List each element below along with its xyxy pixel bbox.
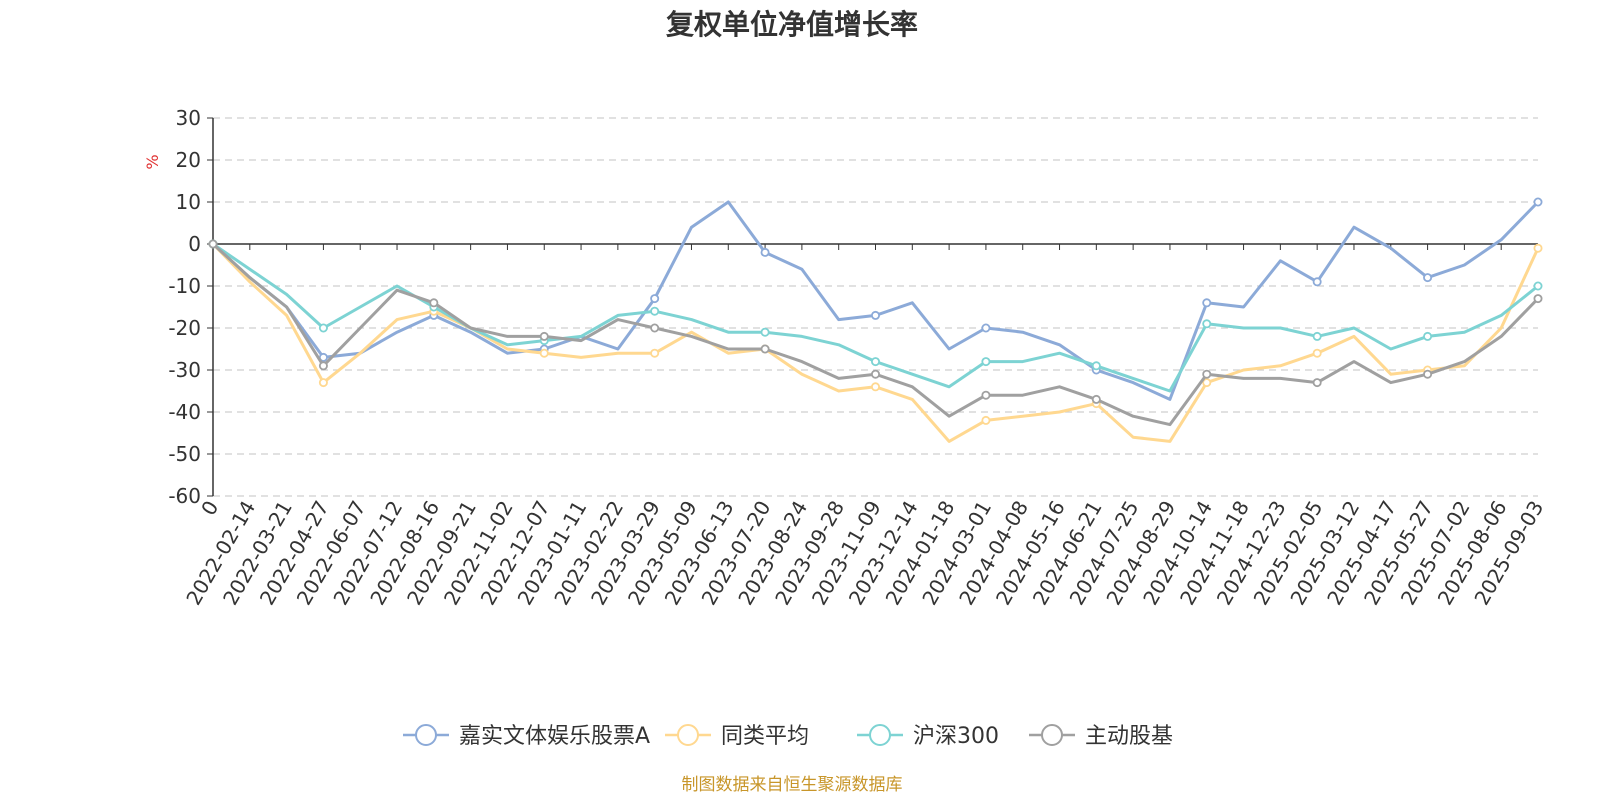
legend-label: 主动股基 xyxy=(1085,724,1173,749)
series-point xyxy=(539,348,549,358)
series-point xyxy=(318,378,328,388)
series-point xyxy=(318,361,328,371)
series-point xyxy=(981,323,991,333)
y-tick-label: 30 xyxy=(176,106,201,130)
series-point xyxy=(429,298,439,308)
x-tick-label: 0 xyxy=(196,497,223,520)
series-point xyxy=(981,415,991,425)
legend: 嘉实文体娱乐股票A 同类平均 沪深300 主动股基 xyxy=(403,724,1173,749)
source-note: 制图数据来自恒生聚源数据库 xyxy=(682,775,903,795)
legend-item[interactable]: 同类平均 xyxy=(665,724,809,749)
series-point xyxy=(760,247,770,257)
y-tick-label: -50 xyxy=(168,442,201,466)
legend-marker-icon xyxy=(869,724,891,746)
series-point xyxy=(760,344,770,354)
series-point xyxy=(871,357,881,367)
series-point xyxy=(1202,378,1212,388)
series-point xyxy=(1533,294,1543,304)
series-point xyxy=(871,382,881,392)
series-line xyxy=(211,242,1540,427)
legend-label: 同类平均 xyxy=(721,724,809,749)
series-point xyxy=(871,369,881,379)
legend-label: 嘉实文体娱乐股票A xyxy=(459,724,650,749)
series-point xyxy=(981,390,991,400)
series-point xyxy=(1202,369,1212,379)
series-point xyxy=(981,357,991,367)
series-point xyxy=(1312,348,1322,358)
series-point xyxy=(1423,331,1433,341)
y-tick-label: 10 xyxy=(176,190,201,214)
y-tick-label: -60 xyxy=(168,484,201,508)
series-point xyxy=(650,306,660,316)
legend-marker-icon xyxy=(677,724,699,746)
chart-title: 复权单位净值增长率 xyxy=(666,8,918,41)
series-point xyxy=(1091,394,1101,404)
axes: 3020100-10-20-30-40-50-6002022-02-142022… xyxy=(168,106,1548,609)
series-point xyxy=(1423,369,1433,379)
series-point xyxy=(1533,197,1543,207)
series-point xyxy=(318,323,328,333)
series-point xyxy=(1533,243,1543,253)
series-point xyxy=(1312,277,1322,287)
series-point xyxy=(1312,378,1322,388)
y-unit-label: % xyxy=(143,154,162,169)
y-tick-label: -10 xyxy=(168,274,201,298)
y-tick-label: -20 xyxy=(168,316,201,340)
series-point xyxy=(650,323,660,333)
series-point xyxy=(1312,331,1322,341)
series-point xyxy=(1533,281,1543,291)
series-point xyxy=(1202,319,1212,329)
series-point xyxy=(539,331,549,341)
series-point xyxy=(1423,273,1433,283)
y-tick-label: -30 xyxy=(168,358,201,382)
series-lines xyxy=(208,197,1543,443)
y-tick-label: 0 xyxy=(188,232,201,256)
legend-marker-icon xyxy=(1041,724,1063,746)
series-point xyxy=(1091,361,1101,371)
series-point xyxy=(1202,298,1212,308)
y-tick-label: -40 xyxy=(168,400,201,424)
legend-label: 沪深300 xyxy=(913,724,999,749)
series-point xyxy=(208,239,218,249)
series-point xyxy=(760,327,770,337)
legend-item[interactable]: 主动股基 xyxy=(1029,724,1173,749)
series-point xyxy=(650,348,660,358)
legend-item[interactable]: 沪深300 xyxy=(857,724,999,749)
legend-marker-icon xyxy=(415,724,437,746)
series-point xyxy=(871,310,881,320)
legend-item[interactable]: 嘉实文体娱乐股票A xyxy=(403,724,650,749)
series-point xyxy=(650,294,660,304)
y-tick-label: 20 xyxy=(176,148,201,172)
grid-lines xyxy=(213,117,1538,497)
